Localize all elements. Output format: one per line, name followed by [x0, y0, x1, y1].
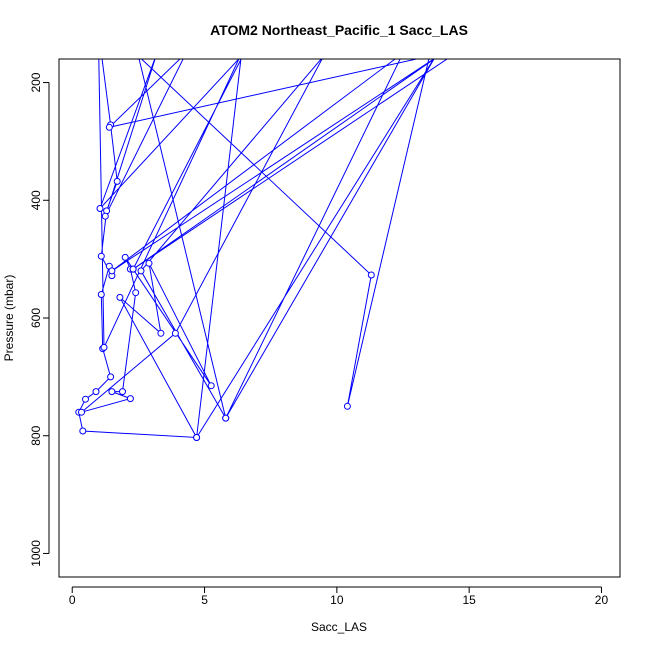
data-point: [100, 343, 108, 351]
data-point: [193, 434, 201, 441]
data-point: [108, 388, 116, 396]
data-point: [222, 414, 230, 422]
y-tick-label: 400: [29, 190, 43, 210]
plot-frame: [58, 58, 621, 578]
data-point: [343, 402, 351, 410]
data-point: [79, 427, 87, 435]
x-tick-label: 20: [595, 593, 609, 607]
data-point: [121, 253, 129, 261]
y-axis: 200 400 600 800 1000: [29, 72, 50, 567]
data-point: [137, 267, 145, 275]
data-point: [97, 252, 105, 260]
y-tick-label: 1000: [29, 540, 43, 567]
data-point: [171, 329, 179, 337]
data-point: [78, 408, 85, 416]
series-layer: [78, 59, 448, 439]
data-point: [113, 177, 121, 185]
data-point: [108, 267, 116, 275]
data-point: [105, 123, 113, 131]
data-point: [367, 271, 375, 279]
data-point: [126, 395, 134, 403]
y-tick-label: 600: [29, 308, 43, 328]
plot-area: [58, 58, 621, 578]
y-tick-label: 800: [29, 425, 43, 445]
y-axis-label: Pressure (mbar): [2, 275, 16, 362]
x-axis-label: Sacc_LAS: [311, 620, 367, 634]
data-point: [207, 382, 215, 390]
data-point: [119, 388, 126, 396]
x-tick-label: 10: [330, 593, 344, 607]
x-tick-label: 0: [69, 593, 76, 607]
marker-layer: [75, 59, 432, 441]
data-point: [82, 395, 89, 403]
x-axis: 0 5 10 15 20: [69, 586, 609, 607]
data-point: [132, 289, 140, 297]
chart-title: ATOM2 Northeast_Pacific_1 Sacc_LAS: [210, 22, 468, 38]
data-point: [129, 265, 137, 273]
x-tick-label: 15: [462, 593, 476, 607]
series-line: [78, 59, 448, 439]
data-point: [97, 291, 105, 298]
x-tick-label: 5: [201, 593, 208, 607]
data-point: [92, 388, 100, 396]
data-point: [145, 259, 153, 267]
y-tick-label: 200: [29, 72, 43, 92]
data-point: [157, 329, 165, 337]
data-point: [101, 212, 109, 220]
data-point: [116, 293, 124, 301]
data-point: [107, 373, 115, 381]
data-point: [96, 205, 104, 212]
